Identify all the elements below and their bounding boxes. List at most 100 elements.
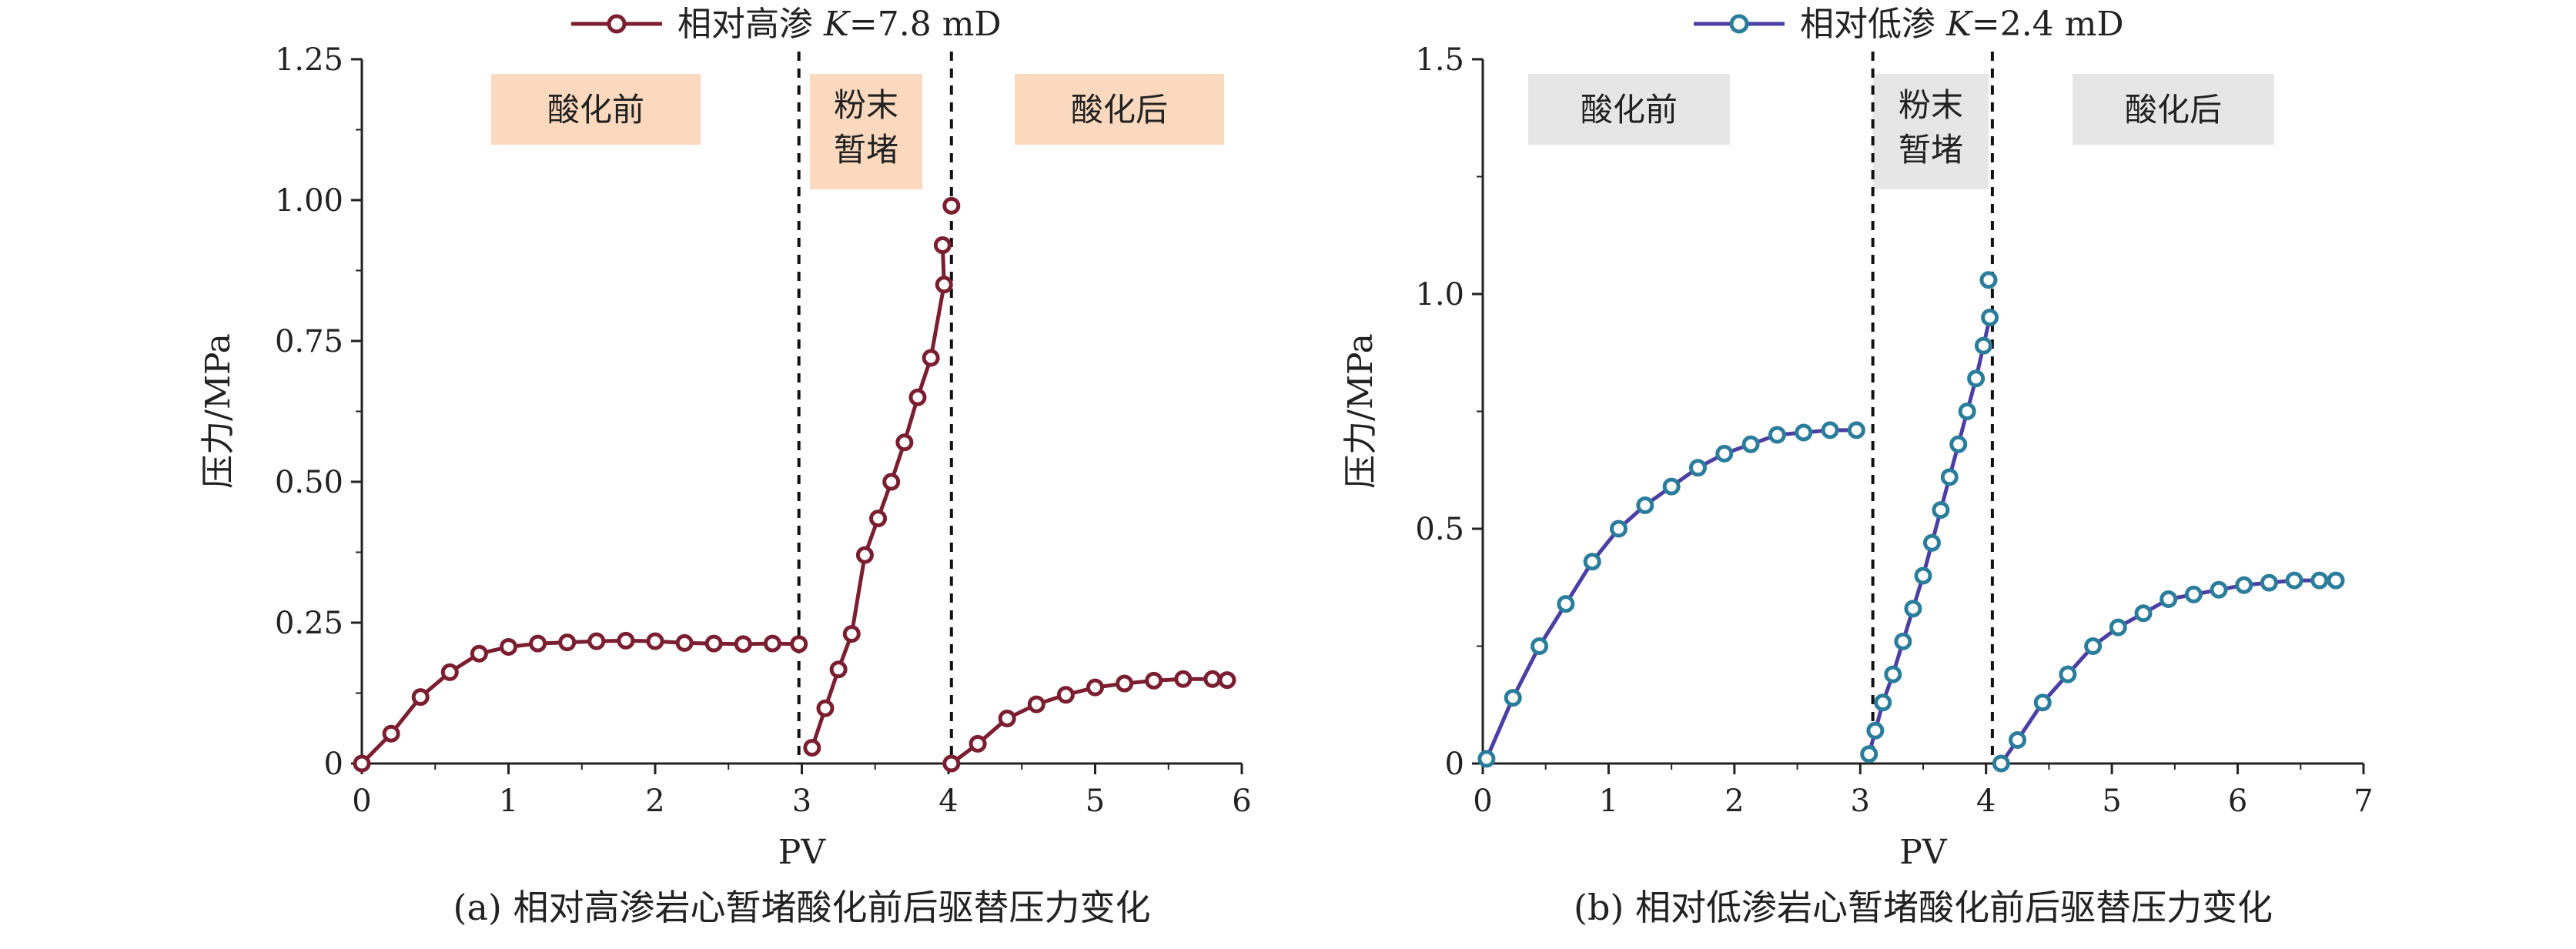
data-point (1557, 595, 1575, 613)
data-point (500, 637, 517, 656)
x-axis-label: PV (1899, 833, 1948, 872)
data-point (470, 644, 488, 663)
data-point (2009, 731, 2027, 749)
data-point (2159, 590, 2178, 608)
y-tick-label: 0 (324, 747, 343, 782)
data-point (942, 754, 961, 773)
data-point (1662, 477, 1681, 496)
data-point (1940, 468, 1959, 486)
data-point (935, 276, 953, 294)
data-point (2134, 604, 2153, 623)
data-point (1504, 689, 1522, 707)
data-point (1866, 721, 1885, 740)
data-point (2210, 580, 2228, 599)
data-point (933, 236, 952, 255)
stage-label: 粉末暂堵 (1899, 86, 1963, 169)
x-tick-label: 5 (2102, 784, 2121, 819)
x-tick-label: 2 (1725, 784, 1744, 819)
stage-label: 粉末暂堵 (834, 86, 898, 169)
data-point (704, 634, 723, 653)
data-point (1847, 421, 1865, 439)
data-point (763, 634, 781, 653)
data-point (617, 631, 635, 650)
data-point (908, 388, 927, 406)
legend-k-value: =7.8 mD (849, 5, 1002, 44)
y-tick-label: 1.5 (1415, 42, 1464, 78)
data-point (1949, 435, 1968, 453)
data-point (1610, 520, 1628, 538)
x-tick-label: 2 (645, 784, 664, 819)
stage-label-line: 粉末 (1899, 86, 1963, 124)
panel-a: 酸化前 粉末暂堵 酸化后 0 1 2 3 4 5 6 0 0.25 0.50 0.75 1.00 1.25 相对… (199, 5, 1252, 928)
data-point (803, 739, 821, 757)
data-point (842, 625, 861, 643)
data-point (1531, 637, 1549, 655)
legend-marker (1729, 14, 1749, 34)
data-point (2327, 571, 2345, 590)
data-point (2059, 665, 2077, 683)
stage-box (491, 74, 701, 145)
data-point (2260, 573, 2278, 592)
panel-caption: (a) 相对高渗岩心暂堵酸化前后驱替压力变化 (453, 887, 1151, 928)
data-point (922, 349, 940, 367)
series-line (360, 638, 799, 765)
panel-b: 酸化前 粉末暂堵 酸化后 0 1 2 3 4 5 6 7 0 0.5 1.0 1.5 相对低渗 K=2.4 m… (1341, 5, 2374, 928)
data-point (558, 633, 577, 652)
data-point (734, 635, 752, 653)
data-point (1821, 421, 1839, 439)
data-point (1992, 754, 2010, 773)
y-tick-label: 0.50 (275, 465, 343, 500)
data-point (1715, 444, 1734, 463)
data-point (942, 196, 961, 215)
legend-k-symbol: K (823, 5, 851, 44)
y-tick-label: 0.5 (1415, 512, 1464, 547)
data-point (1932, 501, 1950, 520)
data-point (1145, 671, 1163, 690)
data-point (855, 546, 874, 564)
data-point (1860, 745, 1878, 764)
data-point (1688, 459, 1707, 477)
data-point (1904, 600, 1922, 618)
data-point (1979, 271, 1998, 289)
y-tick-label: 1.0 (1415, 277, 1464, 312)
data-point (2184, 585, 2203, 603)
stage-box (1528, 74, 1730, 145)
y-tick-label: 0 (1445, 747, 1464, 782)
data-point (2109, 618, 2127, 637)
stage-label: 酸化后 (2125, 91, 2222, 129)
y-tick-label: 1.25 (275, 42, 343, 78)
x-tick-label: 0 (1473, 784, 1492, 819)
data-point (440, 663, 459, 681)
data-point (1741, 435, 1760, 453)
y-tick-label: 0.75 (275, 324, 343, 359)
data-point (1884, 665, 1902, 683)
stage-label: 酸化后 (1071, 91, 1168, 129)
data-point (1874, 693, 1892, 712)
legend-k-symbol: K (1945, 5, 1973, 44)
legend-k-value: =2.4 mD (1972, 5, 2124, 44)
data-point (1768, 426, 1786, 444)
data-point (1203, 670, 1222, 688)
data-point (2310, 571, 2329, 590)
stage-label-line: 粉末 (834, 86, 898, 124)
data-point (1218, 671, 1236, 690)
legend-marker (607, 14, 627, 34)
y-axis-label: 压力/MPa (1341, 333, 1380, 489)
data-point (2235, 576, 2253, 594)
data-point (382, 724, 400, 743)
x-tick-label: 3 (792, 784, 811, 819)
x-tick-label: 1 (499, 784, 518, 819)
data-point (1981, 309, 1999, 326)
data-point (1477, 750, 1496, 768)
data-point (1958, 403, 1976, 420)
data-point (1174, 670, 1193, 688)
stage-label: 酸化前 (547, 91, 644, 129)
legend-name: 相对低渗 (1800, 5, 1946, 44)
x-tick-label: 4 (1976, 784, 1996, 819)
panel-caption: (b) 相对低渗岩心暂堵酸化前后驱替压力变化 (1574, 887, 2273, 928)
data-point (529, 634, 547, 653)
data-point (1086, 678, 1104, 697)
stage-box (1873, 74, 1989, 189)
data-point (1914, 566, 1932, 585)
data-point (1922, 533, 1941, 552)
